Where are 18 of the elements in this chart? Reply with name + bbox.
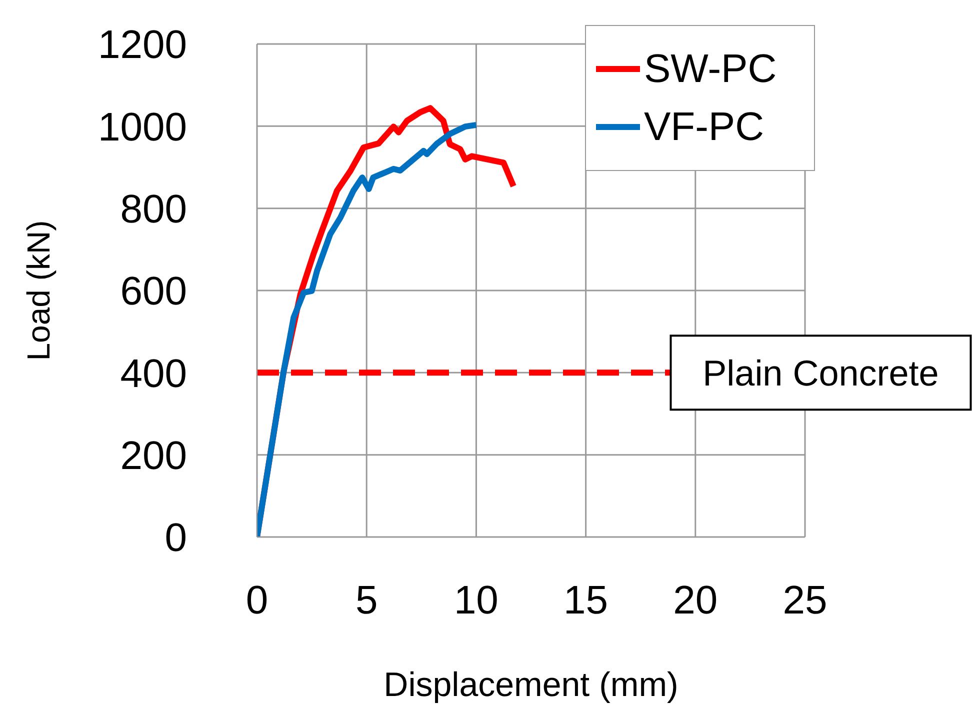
x-tick-label: 10 <box>454 578 498 622</box>
x-tick-label: 5 <box>355 578 378 622</box>
y-tick-label: 1200 <box>98 23 187 68</box>
y-tick-label: 1000 <box>98 105 187 150</box>
y-tick-label: 600 <box>120 270 187 314</box>
y-tick-label: 800 <box>120 188 187 232</box>
ref-line-label: Plain Concrete <box>702 352 939 394</box>
y-tick-label: 0 <box>164 516 187 560</box>
x-tick-label: 25 <box>782 578 828 622</box>
y-axis-title: Load (kN) <box>20 220 56 361</box>
x-axis-title: Displacement (mm) <box>384 666 678 704</box>
y-tick-label: 400 <box>120 352 187 396</box>
x-tick-label: 15 <box>564 578 608 622</box>
x-tick-label: 0 <box>246 578 268 622</box>
x-tick-label: 20 <box>673 578 718 622</box>
legend-label: SW-PC <box>644 46 777 92</box>
legend-label: VF-PC <box>644 104 764 150</box>
y-tick-label: 200 <box>120 434 187 478</box>
